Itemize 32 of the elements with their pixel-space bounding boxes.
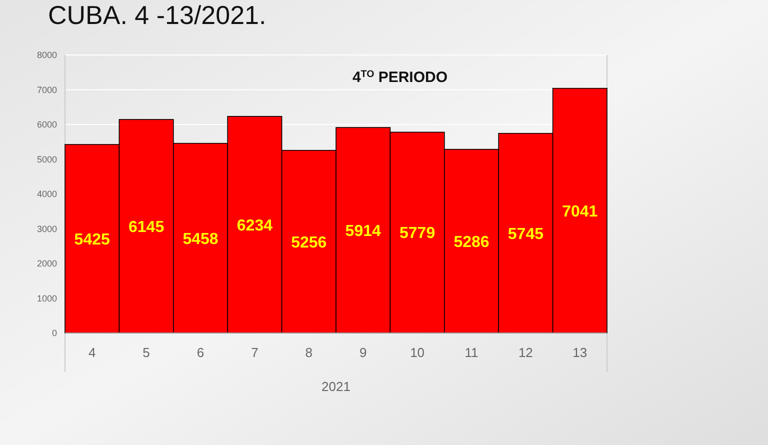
data-label: 5425 bbox=[74, 231, 110, 248]
y-tick-label: 2000 bbox=[36, 258, 57, 269]
y-tick-label: 4000 bbox=[36, 189, 57, 200]
data-label: 6234 bbox=[236, 217, 273, 234]
data-label: 5779 bbox=[400, 225, 436, 242]
x-tick-label: 13 bbox=[572, 345, 588, 360]
x-axis-title: 2021 bbox=[322, 379, 350, 394]
x-tick-label: 7 bbox=[251, 345, 258, 360]
x-tick-label: 12 bbox=[518, 345, 533, 360]
data-label: 5745 bbox=[508, 226, 544, 243]
data-label: 5256 bbox=[291, 234, 327, 252]
x-tick-label: 9 bbox=[359, 345, 367, 360]
data-label: 7041 bbox=[562, 203, 598, 220]
x-tick-label: 4 bbox=[88, 345, 96, 360]
annotation: 4$^{TO}$ PERIODO bbox=[352, 68, 448, 86]
x-tick-label: 6 bbox=[196, 345, 204, 360]
data-label: 5458 bbox=[182, 230, 218, 248]
y-tick-label: 8000 bbox=[36, 50, 57, 60]
y-tick-label: 1000 bbox=[36, 293, 57, 304]
data-label: 5914 bbox=[345, 222, 381, 240]
x-tick-label: 5 bbox=[142, 345, 150, 360]
data-label: 6145 bbox=[128, 218, 164, 236]
y-tick-label: 5000 bbox=[36, 154, 57, 164]
x-tick-label: 8 bbox=[305, 345, 313, 360]
x-tick-label: 11 bbox=[464, 345, 478, 360]
chart-title: CUBA. 4 -13/2021. bbox=[48, 0, 266, 30]
data-label: 5286 bbox=[454, 234, 490, 251]
x-tick-label: 10 bbox=[410, 345, 425, 360]
y-tick-label: 7000 bbox=[36, 84, 57, 95]
y-tick-label: 6000 bbox=[36, 120, 57, 130]
y-tick-label: 3000 bbox=[36, 224, 57, 234]
y-tick-label: 0 bbox=[52, 328, 57, 338]
